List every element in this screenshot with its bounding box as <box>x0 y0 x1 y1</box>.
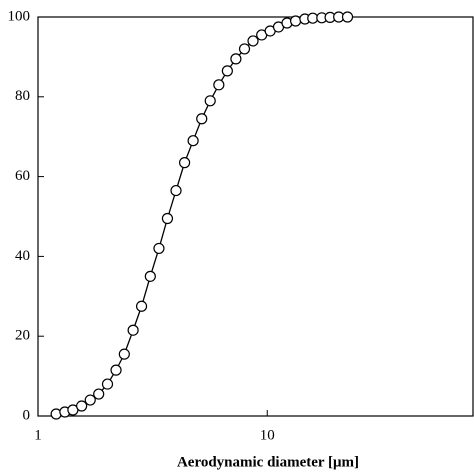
data-point <box>84 394 96 406</box>
data-point <box>110 364 122 376</box>
data-point <box>178 157 191 169</box>
x-axis-title: Aerodynamic diameter [μm] <box>177 454 359 470</box>
data-point <box>118 348 130 360</box>
data-point <box>238 43 251 55</box>
plot-frame <box>37 16 474 417</box>
data-point <box>213 79 225 91</box>
data-point <box>101 378 114 390</box>
y-tick-label: 0 <box>23 407 31 423</box>
data-point <box>161 212 174 225</box>
data-point <box>153 242 165 255</box>
data-point <box>341 11 354 23</box>
y-tick-label: 20 <box>15 328 30 344</box>
data-point <box>93 388 105 400</box>
data-point <box>290 15 302 27</box>
x-tick-label: 1 <box>34 427 42 443</box>
series-line <box>56 16 348 415</box>
data-point <box>170 184 182 197</box>
y-tick-label: 40 <box>15 248 30 264</box>
data-point <box>127 324 139 336</box>
data-point <box>247 35 259 47</box>
data-point <box>187 135 199 147</box>
data-point <box>204 95 216 107</box>
data-point <box>144 270 156 282</box>
data-point <box>196 113 208 125</box>
y-tick-label: 60 <box>15 168 30 184</box>
y-tick-label: 100 <box>8 8 31 24</box>
data-point <box>76 400 88 412</box>
data-point <box>135 300 148 312</box>
data-point <box>221 65 233 77</box>
data-point <box>230 53 242 65</box>
y-tick-label: 80 <box>15 88 30 104</box>
x-tick-label: 10 <box>260 427 275 443</box>
